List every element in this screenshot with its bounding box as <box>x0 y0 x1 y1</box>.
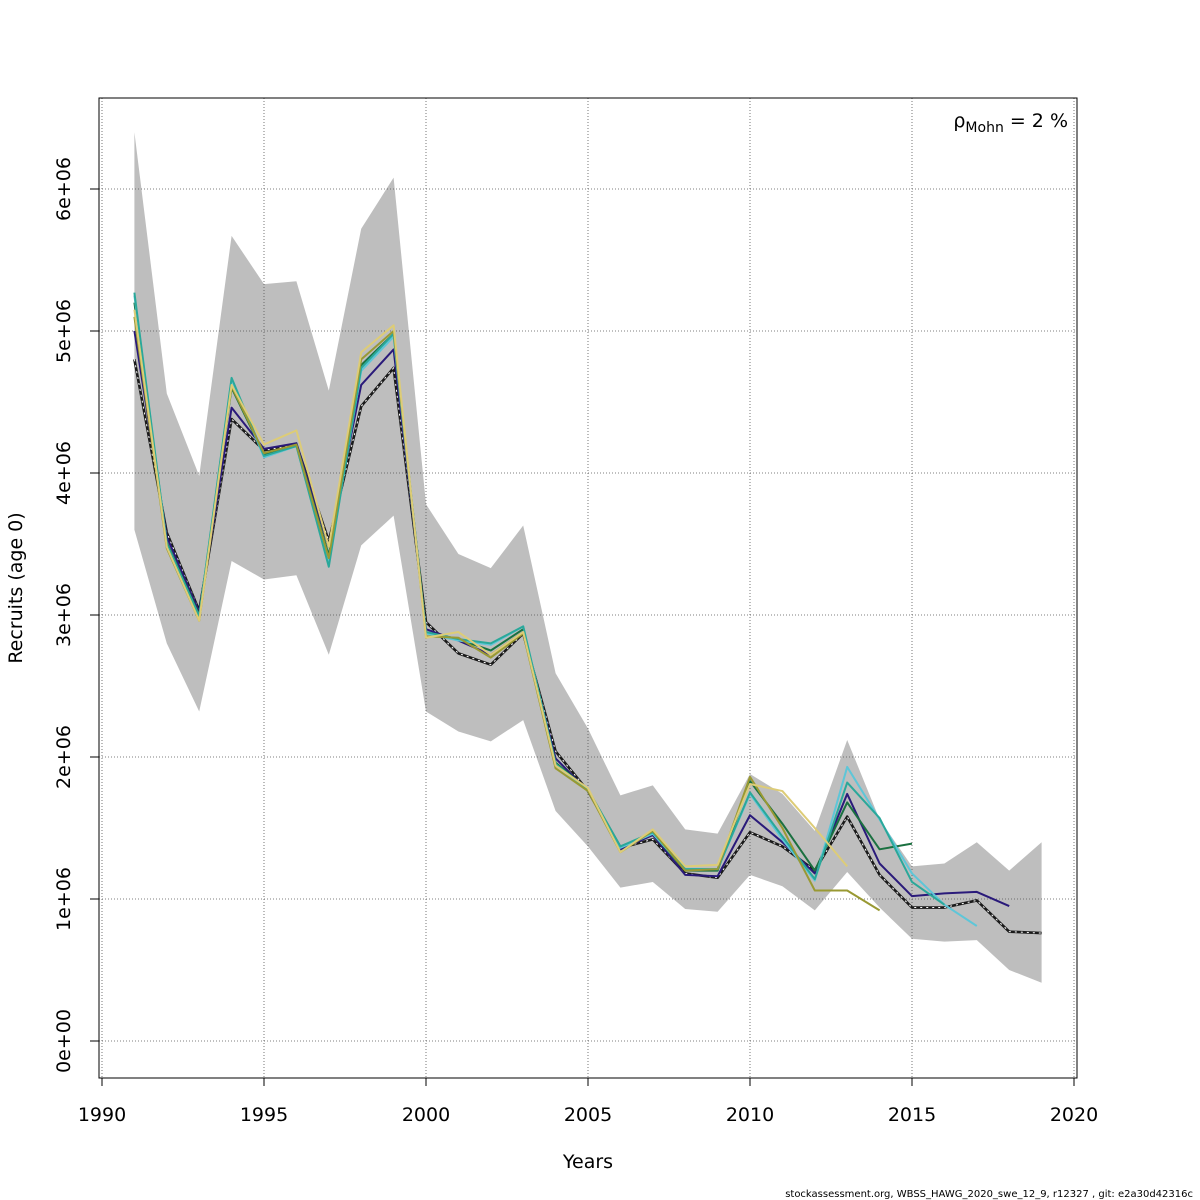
series-line-1 <box>133 330 1010 908</box>
y-axis-title: Recruits (age 0) <box>5 512 27 663</box>
y-tick-label-1000000: 1e+06 <box>53 867 75 931</box>
x-tick-label-2015: 2015 <box>888 1104 936 1126</box>
x-tick-label-1990: 1990 <box>78 1104 126 1126</box>
y-tick-label-0: 0e+00 <box>53 1009 75 1073</box>
confidence-band <box>134 132 1042 983</box>
series-line-6 <box>133 309 848 868</box>
y-tick-label-5000000: 5e+06 <box>53 299 75 363</box>
y-tick-label-3000000: 3e+06 <box>53 583 75 647</box>
footer-text: stockassessment.org, WBSS_HAWG_2020_swe_… <box>785 1189 1193 1200</box>
mohn-rho-annotation: ρMohn = 2 % <box>953 110 1068 136</box>
x-tick-label-2010: 2010 <box>726 1104 774 1126</box>
y-tick-label-2000000: 2e+06 <box>53 725 75 789</box>
x-tick-label-1995: 1995 <box>240 1104 288 1126</box>
x-tick-label-2020: 2020 <box>1050 1104 1098 1126</box>
x-axis-title: Years <box>562 1151 613 1173</box>
y-tick-label-6000000: 6e+06 <box>53 157 75 221</box>
x-tick-label-2000: 2000 <box>402 1104 450 1126</box>
y-tick-label-4000000: 4e+06 <box>53 441 75 505</box>
x-tick-label-2005: 2005 <box>564 1104 612 1126</box>
